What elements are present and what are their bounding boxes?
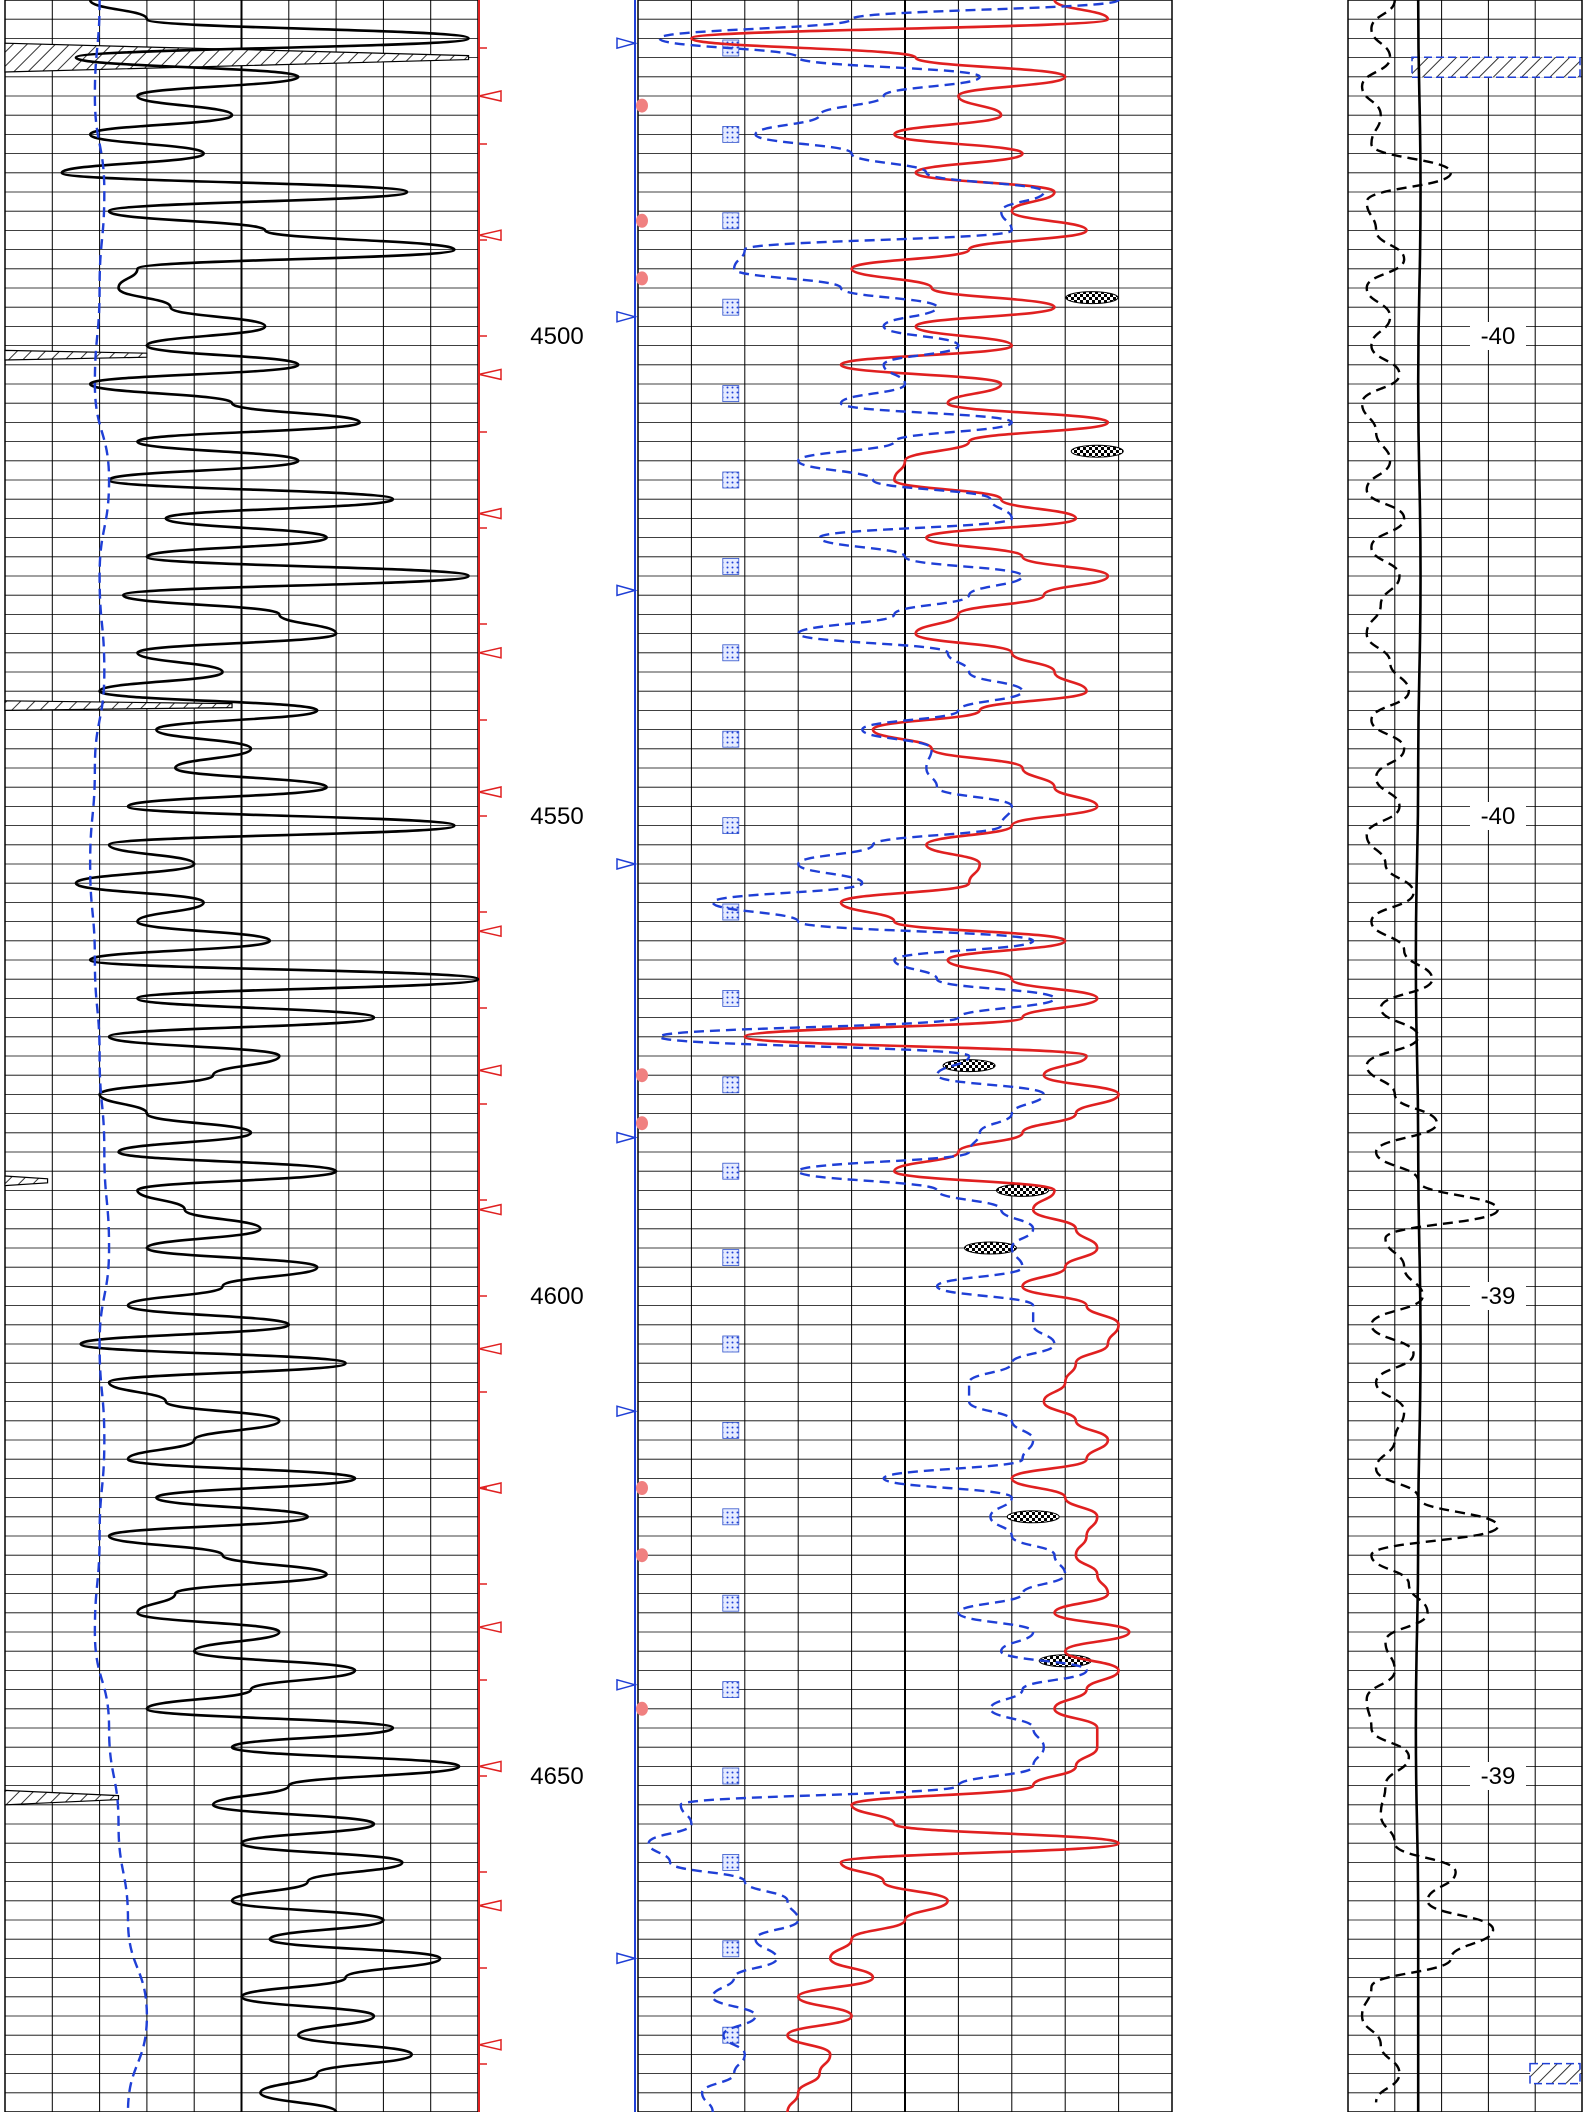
hatched-shading: [4, 1175, 49, 1187]
depth-marker-red: [478, 1899, 502, 1912]
track3-curve: [647, 0, 1120, 2112]
depth-marker-blue: [616, 1952, 638, 1965]
pink-marker: [636, 1068, 648, 1083]
curve-layer: [60, 0, 1499, 2112]
scale-label: -39: [1481, 1283, 1516, 1310]
depth-marker-red: [478, 1203, 502, 1216]
hatched-shading: [4, 349, 148, 361]
scale-label-bg: [1470, 1762, 1526, 1790]
sand-flag: [722, 1422, 740, 1439]
sand-flag: [722, 1940, 740, 1958]
depth-label: 4650: [530, 1763, 583, 1790]
pink-marker: [636, 1548, 648, 1563]
sand-flag: [722, 1076, 740, 1094]
checker-lens: [942, 1059, 996, 1073]
sand-flag: [722, 1508, 740, 1526]
depth-label: 4500: [530, 323, 583, 350]
depth-marker-red: [478, 90, 502, 102]
checker-lens: [1065, 291, 1119, 305]
depth-marker-red: [478, 1621, 502, 1634]
depth-marker-red: [478, 646, 502, 659]
checker-lens: [1006, 1510, 1060, 1524]
sand-flag: [722, 212, 740, 230]
sand-flag: [722, 1767, 740, 1785]
depth-marker-red: [478, 786, 502, 798]
track1-curve: [60, 0, 480, 2112]
depth-marker-red: [478, 1064, 502, 1077]
depth-label: 4550: [530, 803, 583, 830]
depth-marker-blue: [616, 37, 638, 50]
sand-flag: [722, 126, 740, 143]
track4-curve: [1414, 0, 1422, 2112]
pink-marker: [636, 271, 648, 286]
scale-label-bg: [1470, 322, 1526, 350]
depth-marker-red: [478, 1760, 502, 1773]
sand-flag: [722, 385, 740, 403]
depth-marker-red: [478, 368, 502, 381]
depth-marker-blue: [616, 310, 638, 323]
depth-marker-red: [478, 1482, 502, 1494]
depth-marker-blue: [616, 1678, 638, 1691]
track3-curve: [690, 0, 1131, 2112]
sand-flag: [722, 1681, 740, 1698]
checker-lens: [963, 1241, 1017, 1255]
scale-label: -40: [1481, 803, 1516, 830]
sand-flag: [722, 730, 740, 748]
sand-flag: [722, 903, 740, 921]
depth-marker-blue: [616, 584, 638, 597]
sand-flag: [722, 471, 740, 489]
depth-marker-red: [478, 507, 502, 520]
sand-flag: [722, 644, 740, 662]
depth-marker-blue: [616, 1131, 638, 1144]
sand-flag: [722, 1162, 740, 1180]
sand-flag: [722, 990, 740, 1007]
scale-label-bg: [1470, 1282, 1526, 1310]
sand-flag: [722, 1249, 740, 1266]
sand-flag: [722, 558, 740, 575]
depth-marker-blue: [616, 1405, 638, 1418]
depth-marker-blue: [616, 858, 638, 870]
label-layer: 4500 4550 4600 4650 -40 -40 -39 -39: [530, 322, 1526, 1790]
depth-marker-red: [478, 2038, 502, 2051]
marker-layer: [478, 37, 638, 2051]
pink-marker: [636, 98, 648, 113]
sand-flag: [722, 1594, 740, 1612]
pink-marker: [636, 1116, 648, 1131]
sand-flag: [722, 298, 740, 316]
blue-hatched-flag: [1411, 56, 1581, 78]
hatched-shading: [4, 700, 233, 712]
depth-marker-red: [478, 925, 502, 938]
checker-lens: [1070, 444, 1124, 458]
scale-label: -39: [1481, 1763, 1516, 1790]
grid-layer: [4, 0, 1583, 2112]
track4-curve: [1360, 0, 1499, 2103]
depth-label: 4600: [530, 1283, 583, 1310]
scale-label: -40: [1481, 323, 1516, 350]
pink-marker: [636, 213, 648, 228]
pink-marker: [636, 1701, 648, 1716]
pink-marker: [636, 1481, 648, 1495]
depth-marker-red: [478, 1342, 502, 1355]
track1-curve: [88, 0, 149, 2112]
sand-flag: [722, 1335, 740, 1353]
sand-flag: [722, 817, 740, 834]
depth-marker-red: [478, 229, 502, 242]
blue-hatched-flag: [1529, 2062, 1581, 2085]
scale-label-bg: [1470, 802, 1526, 830]
sand-flag: [722, 1854, 740, 1871]
